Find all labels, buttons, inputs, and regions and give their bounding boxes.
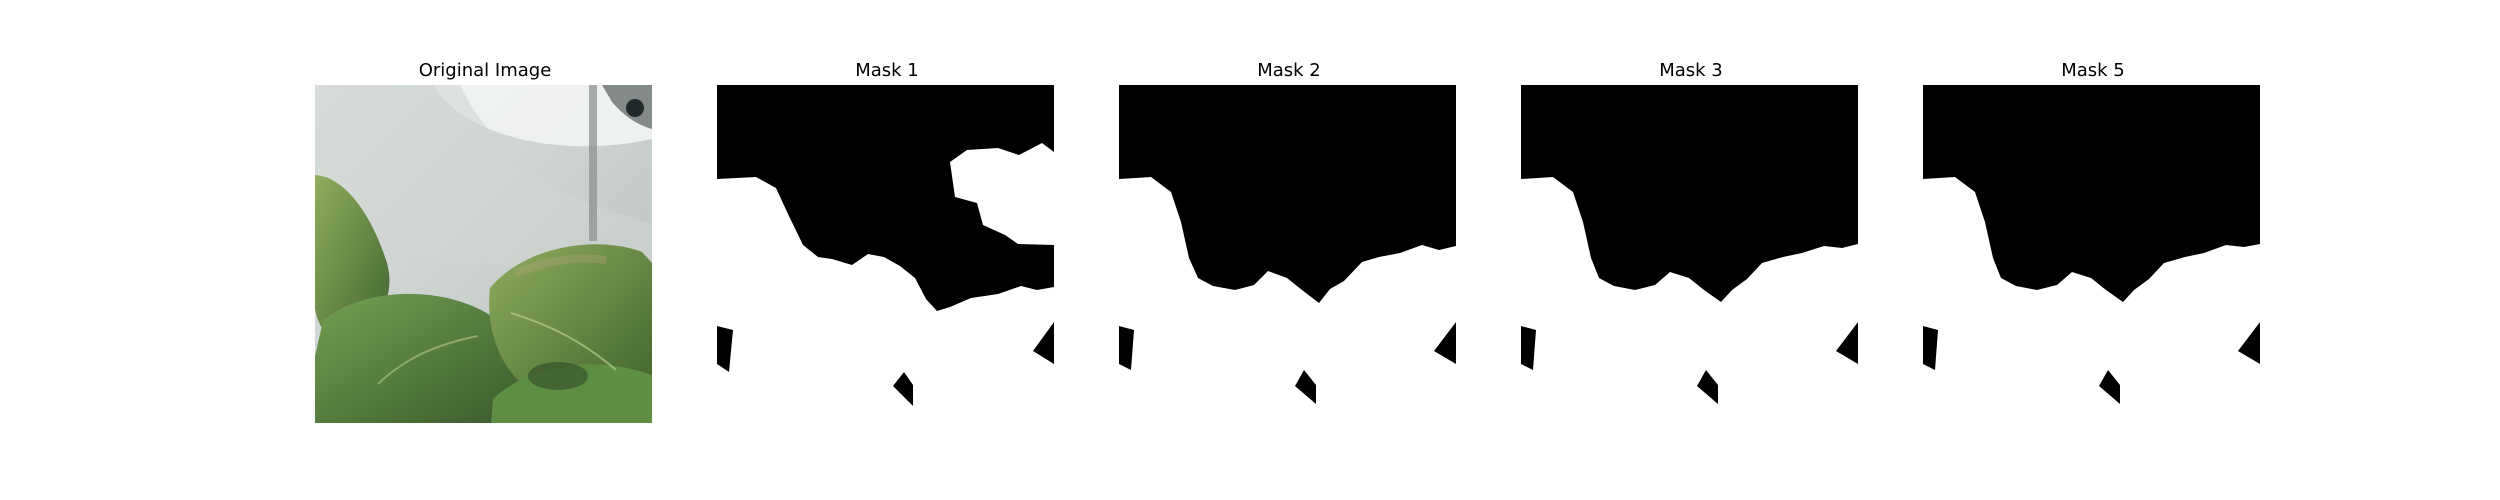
mask-image	[1521, 85, 1858, 423]
panel-title: Mask 2	[1257, 60, 1321, 81]
panel-title: Mask 3	[1659, 60, 1723, 81]
mask-image	[717, 85, 1054, 423]
panel-mask-2: Mask 2	[1119, 60, 1459, 436]
original-image	[315, 85, 652, 423]
mask-image	[1119, 85, 1456, 423]
mask-image	[1923, 85, 2260, 423]
panel-title: Mask 1	[855, 60, 919, 81]
panel-mask-5: Mask 5	[1923, 60, 2263, 436]
panel-title: Original Image	[418, 60, 552, 81]
panel-title: Mask 5	[2061, 60, 2125, 81]
panel-mask-3: Mask 3	[1521, 60, 1861, 436]
panel-mask-1: Mask 1	[717, 60, 1057, 436]
panel-original-image: Original Image	[315, 60, 655, 436]
